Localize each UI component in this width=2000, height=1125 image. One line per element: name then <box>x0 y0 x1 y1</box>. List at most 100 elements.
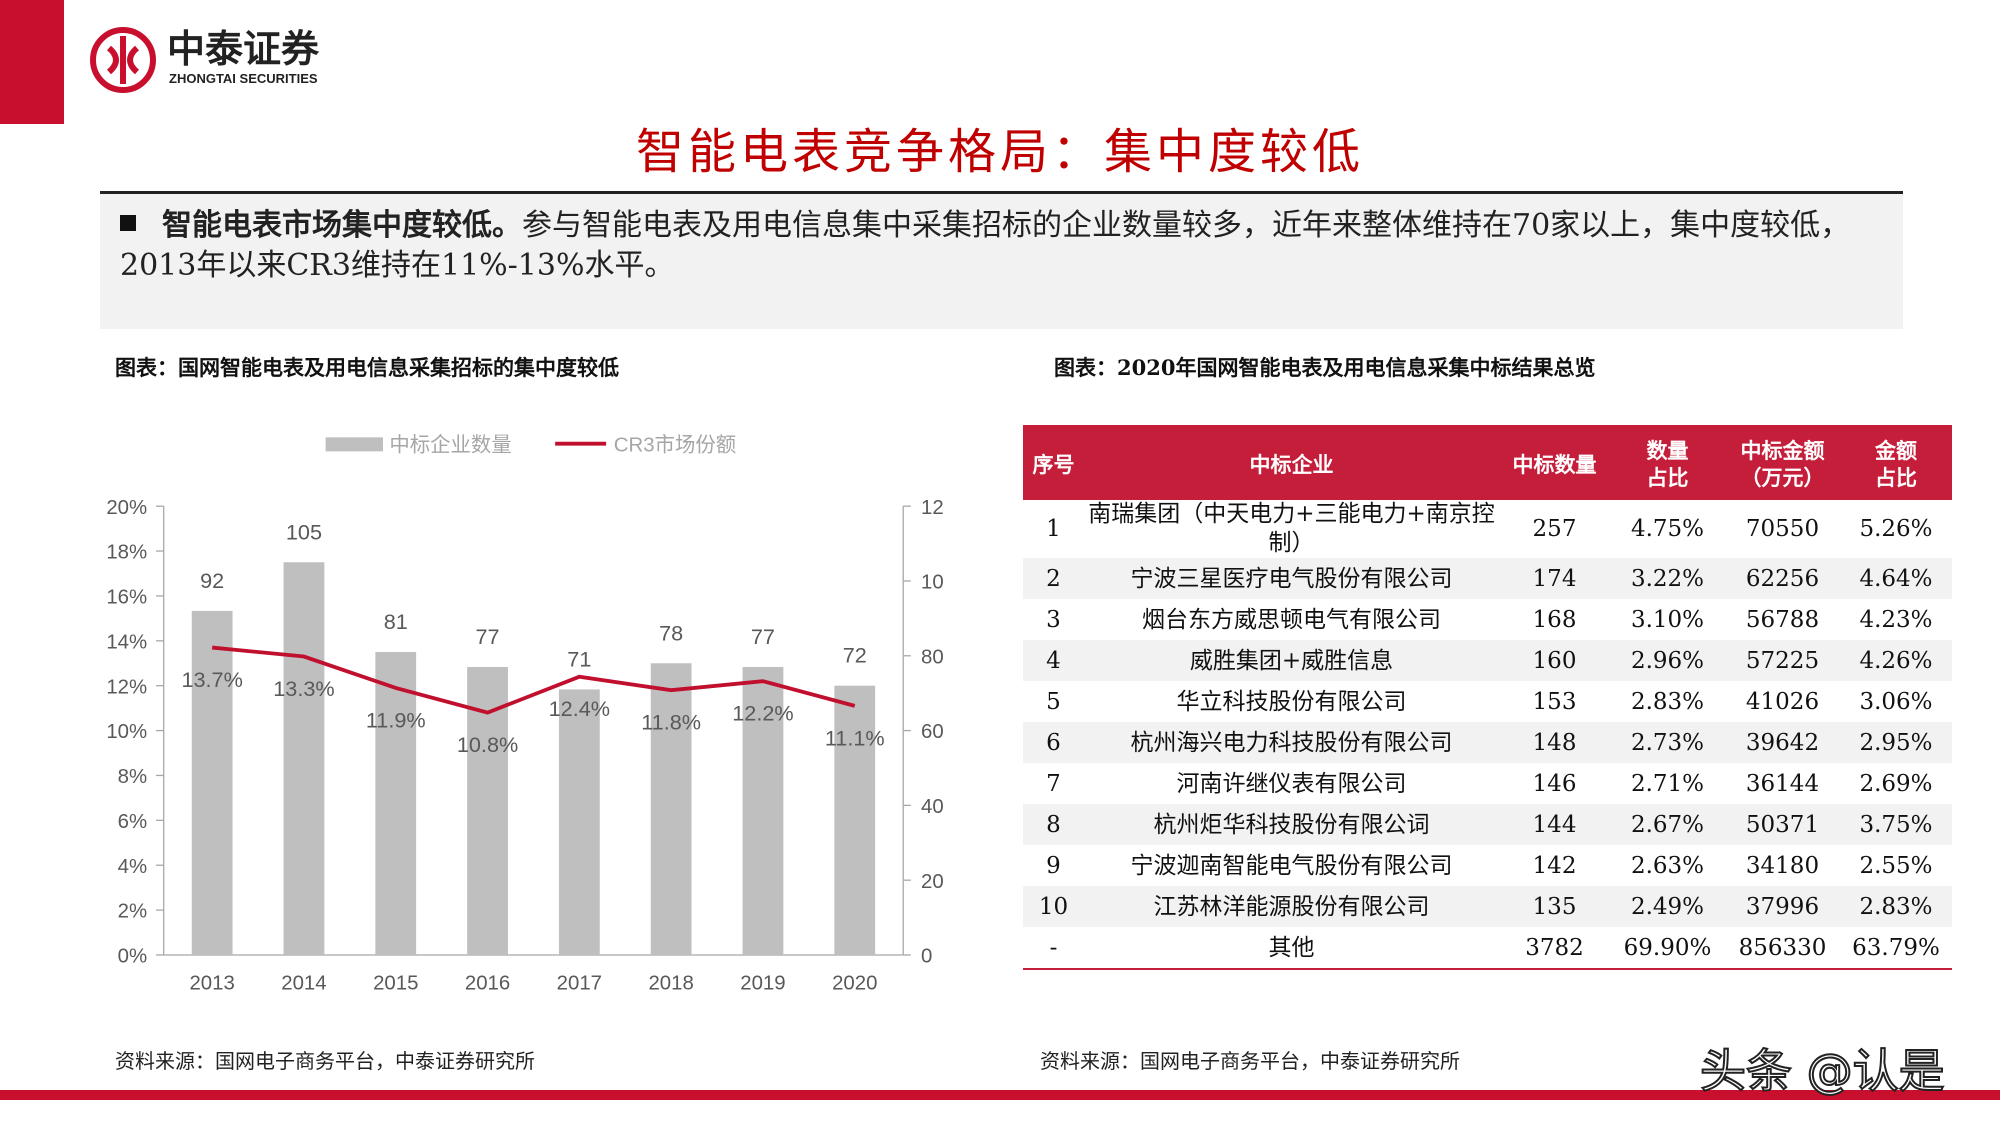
y-tick-label: 6% <box>118 811 147 833</box>
table-cell: 10 <box>1023 886 1084 927</box>
bullet-text: 参与智能电表及用电信息集中采集招标的企业数量较多，近年来整体维持在70家以上，集… <box>120 208 1851 283</box>
table-cell: 2.96% <box>1610 640 1725 681</box>
table-cell: 江苏林洋能源股份有限公司 <box>1084 886 1499 927</box>
table-cell: 2.63% <box>1630 852 1705 879</box>
header-text: 中标金额 <box>1740 438 1825 463</box>
table-row: 4 威胜集团+威胜信息 160 2.96% 57225 4.26% <box>1023 640 1952 681</box>
table-row: 7 河南许继仪表有限公司 146 2.71% 36144 2.69% <box>1023 763 1952 804</box>
y-tick-label: 20% <box>106 497 147 519</box>
table-cell: 其他 <box>1084 927 1499 970</box>
bar <box>375 652 417 955</box>
watermark: 头条 @认是 <box>1699 1043 1946 1099</box>
table-cell: 9 <box>1046 852 1061 879</box>
slide-title: 智能电表竞争格局：集中度较低 <box>635 124 1364 180</box>
line-label: 10.8% <box>457 732 518 757</box>
table-cell: 3.10% <box>1630 606 1705 633</box>
header-text: （万元） <box>1740 465 1825 490</box>
table-cell: 62256 <box>1725 558 1840 599</box>
x-tick-label: 2015 <box>373 972 418 994</box>
table-cell: 宁波迦南智能电气股份有限公司 <box>1130 852 1453 879</box>
y2-tick-label: 100 <box>921 572 944 594</box>
table-row: 8 杭州炬华科技股份有限公词 144 2.67% 50371 3.75% <box>1023 804 1952 845</box>
logo: 中泰证券 ZHONGTAI SECURITIES <box>90 27 320 93</box>
table-cell: 5 <box>1046 688 1061 715</box>
table-cell: 宁波三星医疗电气股份有限公司 <box>1084 558 1499 599</box>
legend-swatch <box>325 437 383 452</box>
table-cell: 856330 <box>1725 927 1840 970</box>
header-text: 金额 <box>1875 438 1917 463</box>
x-tick-label: 2016 <box>465 972 510 994</box>
logo-mark <box>106 36 140 84</box>
bar <box>558 689 600 955</box>
results-table: 序号 中标企业 中标数量 数量 占比 中标金额 （万元） 金额 占比 1 南瑞集团（中天电力+三能… <box>1023 425 1952 970</box>
table-cell: 6 <box>1023 722 1084 763</box>
table-cell: 63.79% <box>1840 927 1952 970</box>
source: 资料来源：国网电子商务平台，中泰证券研究所 <box>115 1049 535 1073</box>
table-cell: 50371 <box>1725 804 1840 845</box>
table-row: 9 宁波迦南智能电气股份有限公司 142 2.63% 34180 2.55% <box>1023 845 1952 886</box>
line-label: 11.9% <box>366 707 426 732</box>
table-cell: 7 <box>1046 770 1061 797</box>
bar-label: 92 <box>200 568 224 593</box>
y-tick-label: 16% <box>106 587 147 609</box>
table-cell: 4.23% <box>1859 606 1933 633</box>
table-row: - 其他 3782 69.90% 856330 63.79% <box>1023 927 1952 970</box>
table-cell: 河南许继仪表有限公司 <box>1176 770 1407 797</box>
header-cell: 数量 占比 <box>1610 425 1725 500</box>
table-cell: 2.67% <box>1610 804 1725 845</box>
table-cell: 142 <box>1532 852 1577 879</box>
table-cell: 杭州炬华科技股份有限公词 <box>1084 804 1499 845</box>
bar <box>742 666 784 955</box>
legend-label: CR3市场份额 <box>614 433 736 456</box>
y-tick-label: 4% <box>118 856 147 878</box>
table-cell: 2.49% <box>1610 886 1725 927</box>
table-cell: 168 <box>1532 606 1577 633</box>
line <box>211 645 856 715</box>
table-cell: 3782 <box>1499 927 1610 970</box>
table-cell: 36144 <box>1745 770 1820 797</box>
table-cell: 5.26% <box>1859 516 1933 542</box>
table-cell: 2.83% <box>1630 688 1705 715</box>
table-row: 1 南瑞集团（中天电力+三能电力+南京控制） 257 4.75% 70550 5.26% <box>1023 500 1952 558</box>
bar-label: 77 <box>751 624 775 649</box>
bullet-bold: 智能电表市场集中度较低。 <box>162 208 522 243</box>
header-cell: 中标数量 <box>1499 425 1610 500</box>
header-cell: 中标金额 （万元） <box>1725 425 1840 500</box>
bar-label: 81 <box>384 609 408 634</box>
bar <box>191 610 233 955</box>
header-cell: 序号 <box>1023 425 1084 500</box>
bar <box>283 562 325 955</box>
table-cell: 3.75% <box>1840 804 1952 845</box>
brand-cn: 中泰证券 <box>167 29 320 71</box>
table-cell: 257 <box>1532 516 1577 542</box>
line-label: 12.4% <box>549 696 610 721</box>
table-cell: 37996 <box>1725 886 1840 927</box>
summary-box <box>100 191 1903 329</box>
line-label: 13.3% <box>273 676 334 701</box>
header-cell: 金额 占比 <box>1840 425 1952 500</box>
footer-bar <box>0 1090 2000 1100</box>
table-cell: 2 <box>1023 558 1084 599</box>
y2-tick-label: 120 <box>921 497 944 519</box>
brand-en: ZHONGTAI SECURITIES <box>169 71 318 86</box>
legend-label: 中标企业数量 <box>389 433 511 456</box>
table-cell: 3.22% <box>1610 558 1725 599</box>
table-row: 5 华立科技股份有限公司 153 2.83% 41026 3.06% <box>1023 681 1952 722</box>
y-tick-label: 0% <box>118 946 147 968</box>
x-tick-label: 2017 <box>557 972 602 994</box>
table-cell: 39642 <box>1725 722 1840 763</box>
bullet: 智能电表市场集中度较低。参与智能电表及用电信息集中采集招标的企业数量较多，近年来… <box>120 206 1880 286</box>
table-cell: 146 <box>1532 770 1577 797</box>
table-cell: 4.26% <box>1840 640 1952 681</box>
y-tick-label: 8% <box>118 766 147 788</box>
table-cell: 4 <box>1023 640 1084 681</box>
bar <box>834 685 876 955</box>
corner-block <box>0 0 64 124</box>
table-cell: 8 <box>1023 804 1084 845</box>
table-cell: 4.75% <box>1630 516 1705 542</box>
line-label: 11.1% <box>825 725 885 750</box>
table-cell: 3.06% <box>1859 688 1933 715</box>
header-text: 中标企业 <box>1249 451 1334 477</box>
table-cell: 69.90% <box>1610 927 1725 970</box>
header-cell: 中标企业 <box>1084 425 1499 500</box>
